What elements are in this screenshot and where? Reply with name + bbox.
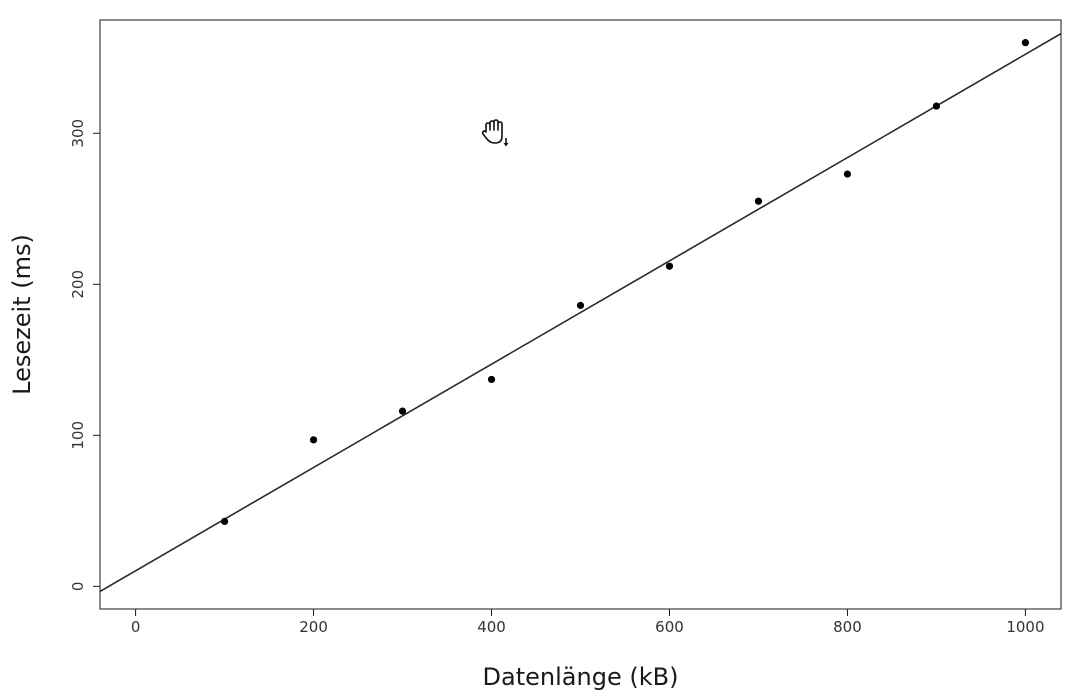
hand-cursor-icon: [481, 119, 509, 147]
y-tick-label: 300: [69, 119, 87, 148]
data-point: [576, 301, 585, 310]
data-point: [309, 436, 318, 444]
x-tick-label: 600: [655, 618, 684, 636]
data-point: [932, 102, 941, 110]
x-tick-label: 800: [833, 618, 862, 636]
x-axis-title: Datenlänge (kB): [483, 663, 679, 691]
x-tick-label: 1000: [1006, 618, 1044, 636]
y-axis-title: Lesezeit (ms): [8, 234, 36, 395]
x-axis: 0 200 400 600 800 1000: [131, 608, 1045, 636]
data-points: [220, 39, 1030, 526]
y-tick-label: 100: [69, 421, 87, 450]
x-tick-label: 0: [131, 618, 141, 636]
y-tick-label: 200: [69, 270, 87, 299]
data-point: [843, 170, 852, 178]
data-point: [754, 197, 763, 205]
x-tick-label: 400: [477, 618, 506, 636]
data-point: [220, 517, 229, 526]
data-point: [487, 375, 496, 384]
data-point: [665, 262, 674, 270]
x-tick-label: 200: [299, 618, 328, 636]
plot-frame: [99, 19, 1062, 610]
y-tick-label: 0: [69, 582, 87, 592]
y-axis: 0 100 200 300: [69, 119, 100, 591]
regression-line: [99, 32, 1062, 593]
data-point: [1021, 39, 1030, 47]
data-point: [398, 407, 407, 415]
regression-line-group: [99, 32, 1062, 593]
